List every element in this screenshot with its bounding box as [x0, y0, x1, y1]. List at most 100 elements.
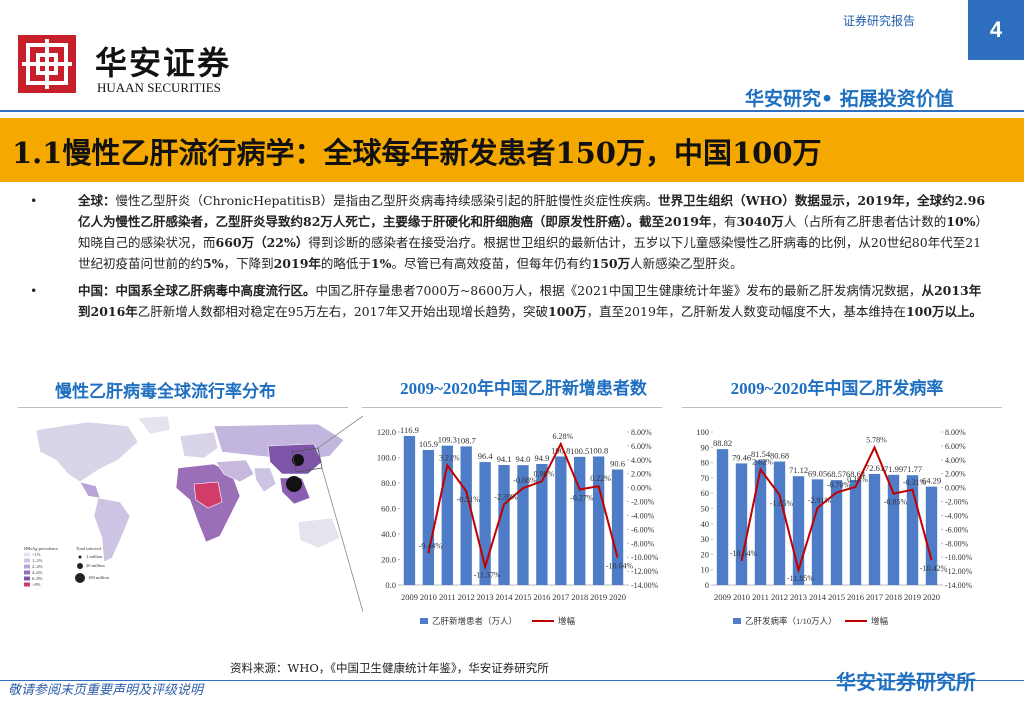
- y2-tick-label: 2.00%: [945, 470, 966, 479]
- data-label: 68.64: [846, 469, 866, 479]
- header-rule: [0, 110, 1024, 112]
- bar: [479, 462, 491, 585]
- y-tick-label: 120.0: [377, 427, 396, 437]
- page-number: 4: [968, 0, 1024, 60]
- data-label: -0.70%: [827, 481, 851, 490]
- data-label: 116.9: [400, 425, 419, 435]
- data-label: -0.85%: [884, 498, 908, 507]
- x-tick-label: 2015: [828, 592, 845, 602]
- y2-tick-label: -4.00%: [631, 511, 655, 520]
- data-label: 6.28%: [552, 432, 573, 441]
- panel-rule: [682, 407, 1002, 408]
- footer-rule: [0, 680, 1024, 681]
- y-tick-label: 50: [701, 504, 710, 514]
- text: 。尽管已有高效疫苗，但每年仍有约: [391, 256, 592, 271]
- world-map: HBsAg prevalence <1%1–2%2–4%4–6%6–8%>8% …: [24, 415, 363, 613]
- text: ，下降到: [223, 256, 274, 271]
- text-bold: 150万: [591, 256, 631, 271]
- bar: [422, 449, 435, 585]
- bar: [716, 449, 729, 585]
- bar: [611, 469, 624, 585]
- data-label: 94.1: [497, 454, 512, 464]
- y-tick-label: 10: [701, 565, 710, 575]
- slogan: 华安研究• 拓展投资价值: [745, 88, 954, 110]
- y2-tick-label: 4.00%: [631, 456, 652, 465]
- bullet: 中国：中国系全球乙肝病毒中高度流行区。中国乙肝存量患者7000万~8600万人，…: [30, 280, 990, 322]
- logo-icon: [22, 39, 72, 89]
- y-tick-label: 30: [701, 534, 710, 544]
- x-tick-label: 2010: [420, 592, 437, 602]
- text-bold: 全球：: [78, 193, 116, 208]
- data-label: 88.82: [713, 438, 732, 448]
- data-label: -10.54%: [730, 549, 758, 558]
- data-label: -11.37%: [474, 571, 501, 580]
- map-size-title: Total infected: [76, 546, 102, 551]
- x-tick-label: 2012: [458, 592, 475, 602]
- text: 乙肝新增人数都相对稳定在95万左右，2017年又开始出现增长趋势，突破: [137, 304, 549, 319]
- greenland: [137, 415, 171, 435]
- map-legend-title: HBsAg prevalence: [24, 546, 58, 551]
- north-america: [35, 421, 139, 483]
- y-tick-label: 0.0: [385, 580, 396, 590]
- bar: [592, 456, 605, 585]
- y-tick-label: 40.0: [381, 529, 396, 539]
- y2-tick-label: -8.00%: [631, 539, 655, 548]
- text-bold: 从2013年到2016年: [78, 283, 982, 319]
- data-label: 100.8: [551, 445, 570, 455]
- map-shapes: [35, 415, 345, 563]
- data-label: 68.57: [827, 469, 846, 479]
- bar: [906, 475, 919, 585]
- y-tick-label: 60: [701, 488, 710, 498]
- data-label: -0.08%: [513, 476, 537, 485]
- data-label: 94.9: [534, 453, 549, 463]
- y2-tick-label: 6.00%: [631, 442, 652, 451]
- data-label: 80.68: [770, 451, 789, 461]
- bar: [403, 435, 416, 585]
- data-label: 81.54: [751, 449, 771, 459]
- text-bold: 5%: [203, 256, 224, 271]
- data-label: 69.05: [808, 468, 827, 478]
- x-tick-label: 2009: [714, 592, 731, 602]
- source: 资料来源：WHO，《中国卫生健康统计年鉴》，华安证券研究所: [230, 661, 549, 675]
- legend-key: [420, 618, 428, 624]
- size-key: [78, 555, 82, 559]
- legend-label: 6–8%: [32, 576, 43, 581]
- data-label: 3.21%: [439, 453, 460, 462]
- y2-tick-label: 6.00%: [945, 442, 966, 451]
- y2-tick-label: -6.00%: [945, 525, 969, 534]
- map-size-label: 20 million: [86, 563, 105, 568]
- bar: [849, 479, 862, 585]
- y-tick-label: 100: [696, 427, 709, 437]
- india: [253, 467, 277, 493]
- data-label: 72.61: [865, 463, 884, 473]
- bullets: 全球：慢性乙型肝炎（ChronicHepatitisB）是指由乙型肝炎病毒持续感…: [30, 190, 990, 328]
- bullet: 全球：慢性乙型肝炎（ChronicHepatitisB）是指由乙型肝炎病毒持续感…: [30, 190, 990, 274]
- y2-tick-label: 0.00%: [631, 484, 652, 493]
- legend-label: 增幅: [871, 616, 889, 626]
- text-bold: 1%: [370, 256, 392, 271]
- text-bold: 世界卫生组织（WHO）数据显示，2019年，全球约2.96亿人为慢性乙肝感染者，…: [78, 193, 986, 229]
- y2-tick-label: -2.00%: [945, 498, 969, 507]
- y2-tick-label: -10.00%: [945, 553, 973, 562]
- bar: [735, 463, 748, 585]
- y-tick-label: 60.0: [381, 504, 396, 514]
- x-tick-label: 2016: [533, 592, 550, 602]
- bar: [460, 446, 472, 585]
- legend-swatch: [24, 552, 30, 557]
- data-label: 100.8: [589, 445, 608, 455]
- data-label: 90.6: [610, 458, 625, 468]
- australia: [297, 517, 341, 549]
- legend-label: 2–4%: [32, 564, 43, 569]
- map-size-label: 100 million: [88, 575, 110, 580]
- bubble: [292, 454, 304, 466]
- x-tick-label: 2017: [866, 592, 883, 602]
- y-tick-label: 0: [705, 580, 709, 590]
- south-america: [93, 497, 131, 563]
- data-label: 71.99: [884, 464, 903, 474]
- data-label: -0.31%: [903, 478, 927, 487]
- data-label: -2.91%: [808, 496, 832, 505]
- zoom-line: [317, 415, 363, 449]
- legend-label: 乙肝新增患者（万人）: [432, 616, 517, 626]
- x-tick-label: 2011: [439, 592, 456, 602]
